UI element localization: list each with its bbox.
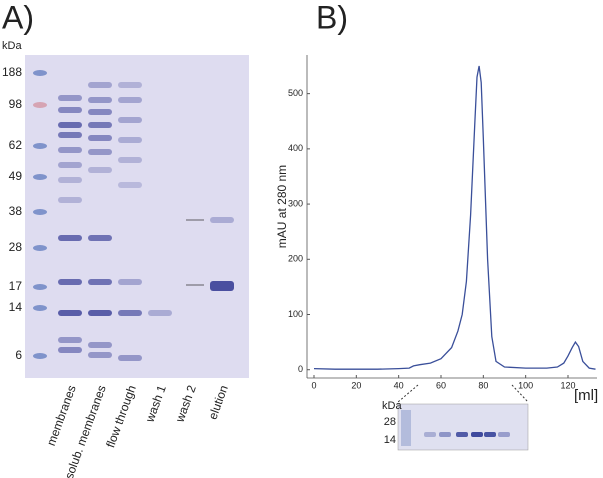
inset-bands: [401, 410, 510, 446]
band: [58, 147, 82, 153]
marker-label: 14: [9, 300, 23, 314]
band: [456, 432, 468, 437]
band: [88, 342, 112, 348]
y-axis-label: mAU at 280 nm: [275, 165, 289, 248]
band: [118, 137, 142, 143]
band: [118, 279, 142, 285]
y-tick-label: 200: [288, 254, 303, 264]
lane-label: flow through: [103, 383, 139, 449]
marker-band: [33, 353, 47, 359]
marker-band: [33, 102, 47, 108]
band: [118, 82, 142, 88]
marker-label: 14: [384, 434, 396, 446]
band: [118, 310, 142, 316]
band: [439, 432, 451, 437]
marker-band: [33, 305, 47, 311]
band: [88, 135, 112, 141]
marker-label: 62: [9, 138, 23, 152]
band: [401, 410, 411, 446]
band: [148, 310, 172, 316]
band: [58, 107, 82, 113]
band: [210, 217, 234, 223]
panel-label: A): [2, 0, 34, 35]
y-tick-label: 100: [288, 309, 303, 319]
band: [58, 122, 82, 128]
marker-label: 98: [9, 97, 23, 111]
y-tick-label: 400: [288, 143, 303, 153]
band: [118, 182, 142, 188]
x-tick-label: 100: [518, 380, 533, 390]
y-tick-label: 0: [298, 364, 303, 374]
lane-label: membranes: [44, 383, 79, 447]
band: [58, 132, 82, 138]
band: [88, 352, 112, 358]
x-tick-label: 40: [394, 380, 404, 390]
x-unit: [ml]: [574, 387, 598, 404]
marker-label: 6: [15, 348, 22, 362]
x-tick-label: 0: [311, 380, 316, 390]
marker-band: [33, 70, 47, 76]
band: [210, 281, 234, 291]
unit-label: kDa: [382, 400, 402, 412]
band: [88, 97, 112, 103]
lane-label: wash 2: [172, 383, 199, 425]
y-tick-label: 500: [288, 88, 303, 98]
band: [118, 117, 142, 123]
marker-label: 38: [9, 204, 23, 218]
marker-band: [33, 174, 47, 180]
band: [88, 310, 112, 316]
chromatogram-line: [313, 65, 596, 370]
band: [88, 279, 112, 285]
band: [118, 157, 142, 163]
x-tick-label: 80: [478, 380, 488, 390]
marker-label: 17: [9, 279, 23, 293]
gel: [25, 55, 249, 378]
band: [58, 162, 82, 168]
inset-gel: [397, 403, 529, 451]
x-tick-label: 20: [351, 380, 361, 390]
x-tick-label: 60: [436, 380, 446, 390]
band: [88, 122, 112, 128]
panel-label: B): [316, 0, 348, 35]
marker-label: 28: [384, 416, 396, 428]
band: [118, 355, 142, 361]
lane-label: elution: [206, 383, 231, 421]
band: [58, 197, 82, 203]
band: [88, 235, 112, 241]
marker-band: [33, 143, 47, 149]
band: [58, 95, 82, 101]
band: [58, 177, 82, 183]
marker-label: 28: [9, 240, 23, 254]
band: [424, 432, 436, 437]
band: [58, 347, 82, 353]
marker-band: [33, 245, 47, 251]
band: [484, 432, 496, 437]
unit-label: kDa: [2, 40, 22, 52]
band: [58, 235, 82, 241]
marker-label: 49: [9, 169, 23, 183]
band: [498, 432, 510, 437]
band: [88, 109, 112, 115]
x-tick-label: 120: [560, 380, 575, 390]
band: [88, 167, 112, 173]
zoom-line: [397, 384, 419, 403]
band: [58, 337, 82, 343]
band: [471, 432, 483, 437]
gel-bands: [33, 70, 234, 361]
marker-band: [33, 209, 47, 215]
band: [88, 82, 112, 88]
band: [118, 97, 142, 103]
marker-band: [33, 284, 47, 290]
marker-label: 188: [2, 65, 22, 79]
y-tick-label: 300: [288, 198, 303, 208]
chromatogram: 0 100 200 300 400 500 0 20 40 60 80 100 120 mAU at 28…: [275, 55, 598, 404]
band: [58, 279, 82, 285]
lane-label: wash 1: [142, 383, 169, 425]
band: [88, 149, 112, 155]
band: [58, 310, 82, 316]
